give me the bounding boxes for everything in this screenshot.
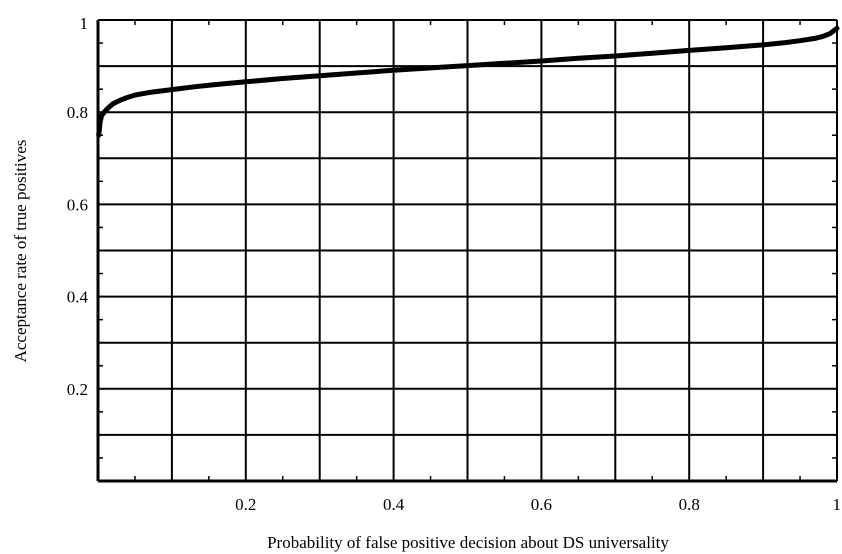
y-tick-label: 0.2 — [67, 380, 88, 399]
y-axis-label: Acceptance rate of true positives — [11, 140, 30, 363]
y-tick-label: 1 — [80, 14, 89, 33]
y-tick-labels: 0.2 0.4 0.6 0.8 1 — [67, 14, 89, 399]
axes — [96, 20, 837, 483]
x-axis-label: Probability of false positive decision a… — [267, 533, 669, 552]
x-tick-label: 0.8 — [679, 495, 700, 514]
grid — [98, 19, 838, 481]
y-tick-label: 0.4 — [67, 288, 89, 307]
series-line — [96, 25, 840, 138]
y-tick-label: 0.8 — [67, 103, 88, 122]
x-tick-label: 1 — [833, 495, 842, 514]
x-tick-label: 0.4 — [383, 495, 405, 514]
x-tick-label: 0.6 — [531, 495, 552, 514]
x-tick-labels: 0.2 0.4 0.6 0.8 1 — [235, 495, 841, 514]
x-tick-label: 0.2 — [235, 495, 256, 514]
y-tick-label: 0.6 — [67, 195, 88, 214]
